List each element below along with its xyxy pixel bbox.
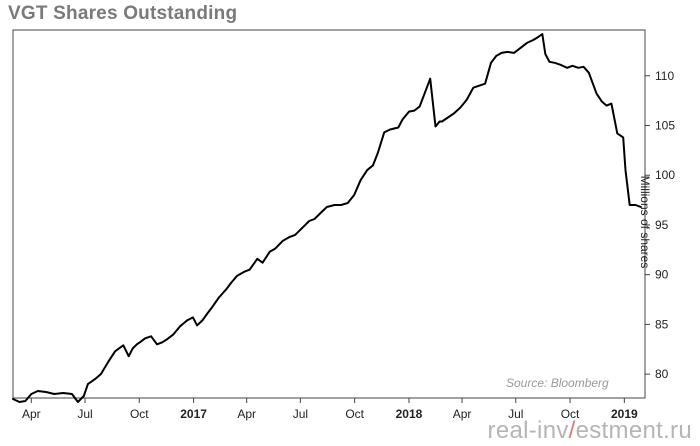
x-tick-label: Oct: [345, 407, 364, 421]
x-axis: Apr Jul Oct 2017 Apr Jul Oct 2018 Apr Jul Oct 2019: [22, 398, 638, 421]
x-tick-label: 2018: [396, 407, 423, 421]
x-tick-label: Oct: [130, 407, 149, 421]
y-tick-label: 80: [655, 367, 669, 381]
y-tick-label: 110: [655, 69, 674, 83]
y-axis: 80 85 90 95 100 105 110: [645, 69, 675, 381]
x-tick-label: Jul: [77, 407, 92, 421]
x-tick-label: Oct: [561, 407, 580, 421]
plot-frame: [12, 29, 646, 399]
series-line: [12, 33, 642, 403]
x-tick-label: 2017: [180, 407, 207, 421]
watermark-text-start: real-inv: [487, 417, 569, 444]
y-tick-label: 90: [655, 268, 669, 282]
x-tick-label: Apr: [453, 407, 472, 421]
x-tick-label: 2019: [611, 407, 638, 421]
y-tick-label: 95: [655, 218, 669, 232]
y-tick-label: 100: [655, 168, 675, 182]
y-tick-label: 105: [655, 118, 675, 132]
x-tick-label: Apr: [237, 407, 256, 421]
page-title: VGT Shares Outstanding: [8, 3, 238, 24]
y-axis-label: Millions of shares: [638, 175, 652, 269]
watermark-text-end: estment.ru: [575, 417, 692, 444]
x-tick-label: Jul: [508, 407, 523, 421]
watermark: real-inv/estment.ru: [488, 417, 692, 445]
y-tick-label: 85: [655, 317, 669, 331]
watermark-slash: /: [568, 417, 576, 444]
x-tick-label: Jul: [293, 407, 308, 421]
source-note: Source: Bloomberg: [506, 376, 609, 390]
x-tick-label: Apr: [22, 407, 41, 421]
